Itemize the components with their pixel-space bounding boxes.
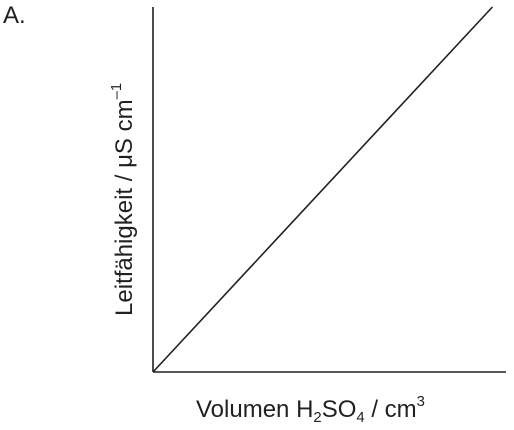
- x-axis-label-subscript-2: 4: [356, 409, 365, 426]
- x-axis-label-superscript: 3: [416, 393, 425, 410]
- x-axis-label: Volumen H2SO4 / cm3: [196, 394, 425, 425]
- x-axis-label-unit: / cm: [364, 396, 417, 423]
- series-line-1: [152, 6, 493, 373]
- x-axis-label-formula: SO: [321, 396, 357, 423]
- x-axis-label-subscript-1: 2: [313, 409, 322, 426]
- option-label: A.: [3, 2, 26, 29]
- y-axis-label-superscript: –1: [108, 82, 125, 100]
- y-axis-label: Leitfähigkeit / μS cm–1: [109, 83, 138, 316]
- y-axis-label-text: Leitfähigkeit / μS cm: [111, 99, 138, 316]
- x-axis-label-text: Volumen H: [196, 396, 314, 423]
- series-layer: [152, 6, 493, 373]
